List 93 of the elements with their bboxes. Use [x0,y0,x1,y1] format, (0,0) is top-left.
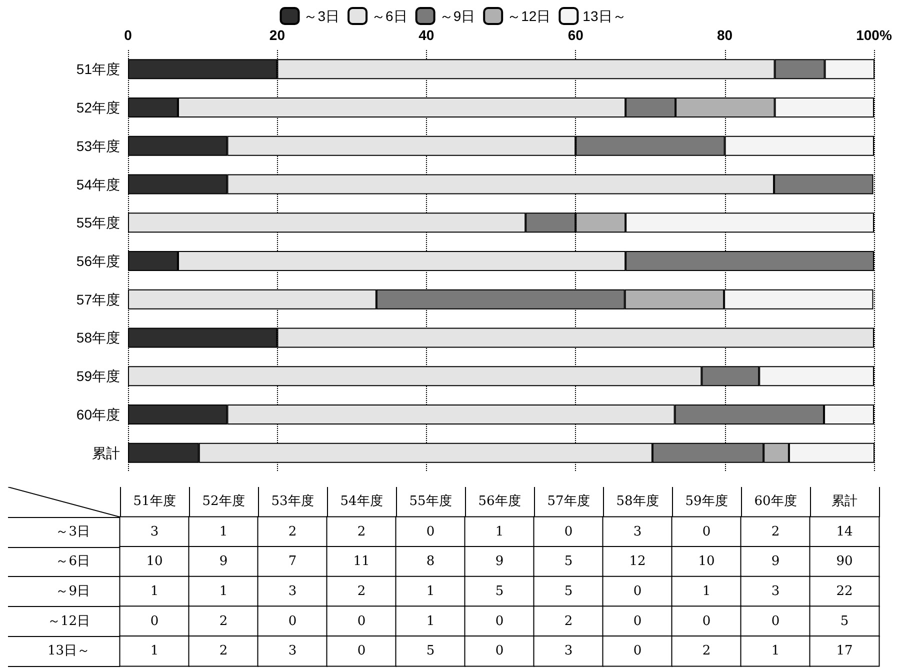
x-tick-label: 51年度 [133,493,176,509]
x-tick-label: 59年度 [685,493,728,509]
data-label: 1 [771,644,780,659]
x-tick-label: 0 [124,27,132,43]
data-label: 0 [702,614,711,629]
legend-label: 13日～ [582,8,626,24]
data-label: 5 [840,614,849,629]
x-tick-label: 53年度 [271,493,314,509]
data-label: 5 [564,554,573,570]
data-label: 1 [150,644,159,659]
x-tick-label: 56年度 [478,493,521,509]
data-label: 9 [219,554,228,570]
data-label: 10 [698,554,715,570]
data-label: 1 [426,614,435,629]
data-label: 0 [771,614,780,629]
y-tick-label: ～3日 [56,524,90,540]
data-label: 2 [771,524,780,540]
y-tick-label: 52年度 [76,100,120,116]
data-label: 90 [836,554,853,570]
data-label: 0 [357,644,366,659]
data-label: 2 [288,524,297,540]
data-label: 0 [702,524,711,540]
data-label: 22 [836,584,853,599]
x-tick-label: 54年度 [340,493,383,509]
data-label: 17 [836,644,853,659]
y-tick-label: 60年度 [76,406,120,422]
x-tick-label: 60 [568,27,584,43]
data-label: 0 [564,524,573,540]
data-label: 3 [288,644,297,659]
data-label: 7 [288,554,297,570]
data-label: 3 [288,584,297,599]
x-tick-label: 52年度 [202,493,245,509]
y-tick-label: 58年度 [76,330,120,346]
data-label: 2 [564,614,573,629]
data-label: 0 [495,614,504,629]
y-tick-label: ～12日 [47,614,90,629]
data-label: 5 [426,644,435,659]
data-label: 2 [357,524,366,540]
data-label: 1 [150,584,159,599]
data-label: 5 [495,584,504,599]
data-label: 0 [426,524,435,540]
data-label: 1 [702,584,711,599]
y-tick-label: 累計 [92,444,120,461]
x-tick-label: 57年度 [547,493,590,509]
x-tick-label: 60年度 [754,493,797,509]
data-label: 1 [426,584,435,599]
y-tick-label: 54年度 [76,176,120,192]
y-tick-label: 57年度 [76,291,120,308]
data-label: 0 [495,644,504,659]
y-tick-label: 51年度 [76,61,120,78]
y-tick-label: 53年度 [76,138,120,154]
x-tick-label: 20 [269,27,286,43]
data-label: 14 [836,524,853,540]
legend-label: ～12日 [507,8,551,24]
data-label: 0 [357,614,366,629]
data-label: 2 [702,644,711,659]
data-label: 5 [564,584,573,599]
data-label: 3 [564,644,573,659]
y-tick-label: 56年度 [76,253,120,269]
data-label: 2 [219,644,228,659]
data-label: 1 [495,524,504,540]
data-label: 0 [633,644,642,659]
legend-label: ～9日 [439,8,476,24]
legend-label: ～3日 [304,8,340,24]
x-tick-label: 40 [418,27,434,43]
legend-label: ～6日 [372,8,408,24]
data-label: 0 [633,614,642,629]
data-label: 9 [495,554,504,570]
y-tick-label: ～6日 [56,554,90,570]
x-tick-label: 58年度 [616,493,659,509]
data-label: 1 [219,524,228,540]
data-label: 10 [146,554,163,570]
data-label: 0 [150,614,159,629]
y-tick-label: 55年度 [76,214,120,231]
data-label: 2 [219,614,228,629]
data-label: 8 [426,554,435,570]
data-label: 1 [219,584,228,599]
data-label: 2 [357,584,366,599]
x-tick-label: 80 [717,27,733,43]
x-tick-label: 100% [856,27,892,43]
data-label: 11 [353,554,370,570]
x-tick-label: 55年度 [409,493,452,509]
data-label: 12 [629,554,646,570]
data-label: 3 [771,584,780,599]
data-label: 9 [771,554,780,570]
y-tick-label: 59年度 [76,368,120,384]
data-label: 0 [633,584,642,599]
data-label: 3 [150,524,159,540]
data-label: 3 [633,524,642,540]
x-tick-label: 累計 [832,494,858,509]
y-tick-label: 13日～ [47,644,90,659]
data-label: 0 [288,614,297,629]
y-tick-label: ～9日 [56,584,90,599]
